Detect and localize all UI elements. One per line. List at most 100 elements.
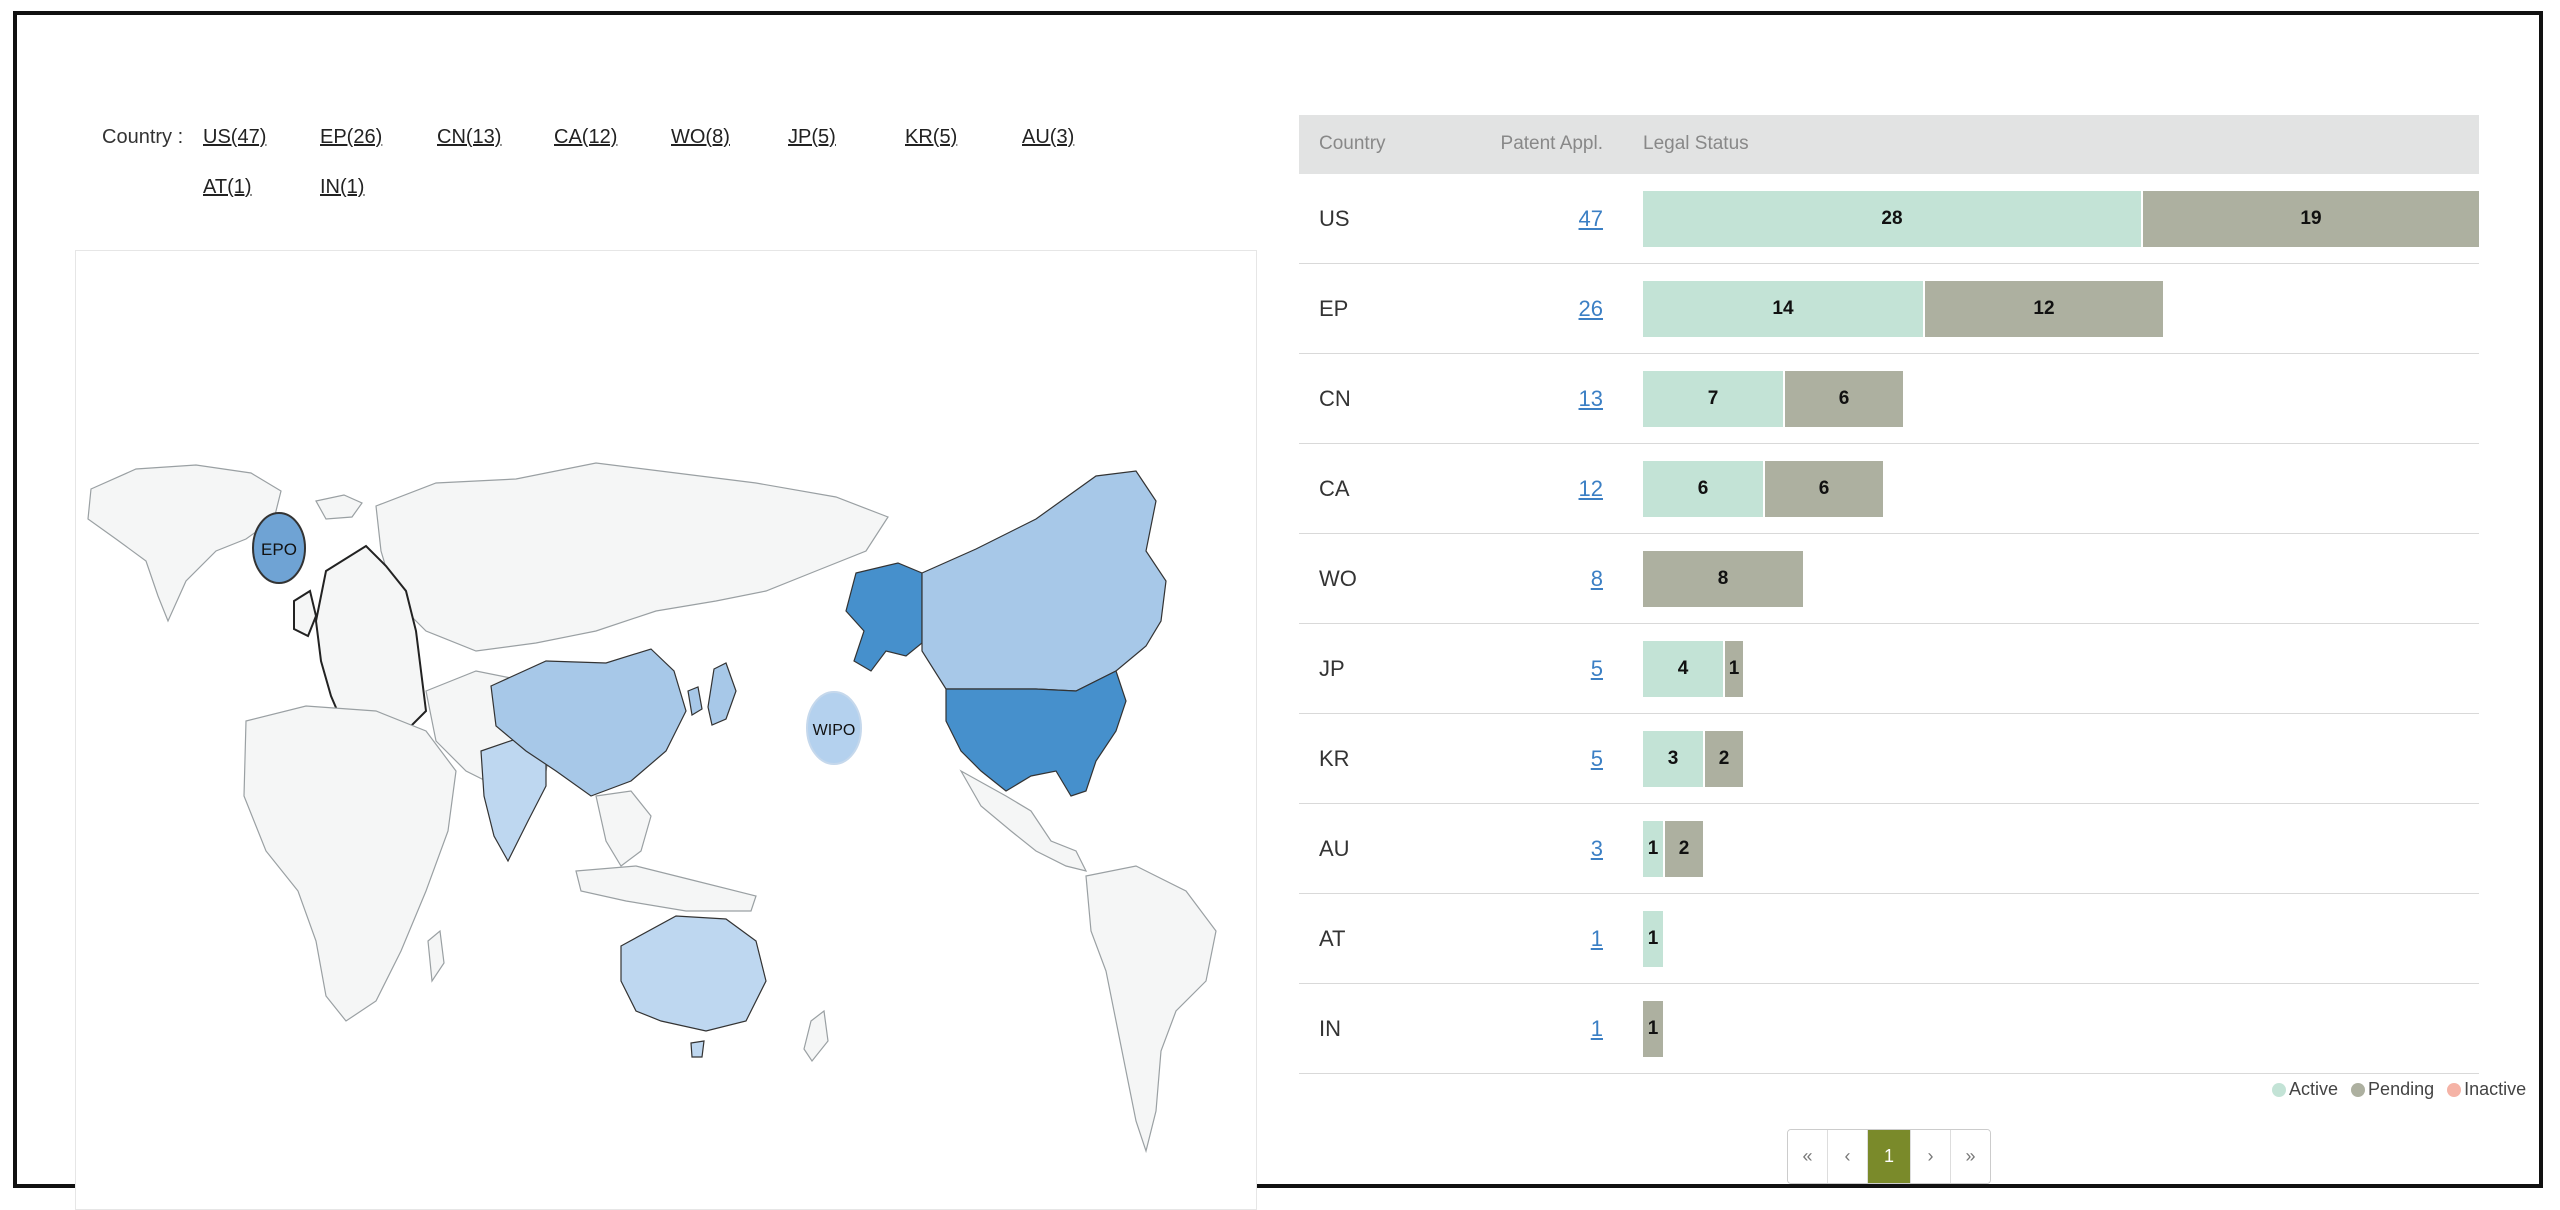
map-china[interactable] — [490, 648, 687, 797]
epo-bubble-label: EPO — [261, 540, 297, 559]
pagination-prev-button[interactable]: ‹ — [1828, 1130, 1868, 1183]
legend-item-active[interactable]: Active — [2272, 1079, 2338, 1099]
pagination-next-button[interactable]: › — [1911, 1130, 1951, 1183]
table-row: AT 1 1 — [1299, 893, 2479, 984]
bar-segment-pending[interactable]: 1 — [1643, 1000, 1663, 1057]
bar-segment-active[interactable]: 1 — [1643, 910, 1663, 967]
column-header-country: Country — [1299, 115, 1473, 174]
table-row: KR 5 3 2 — [1299, 713, 2479, 804]
status-bar: 28 19 — [1643, 190, 2479, 247]
patent-count-link[interactable]: 1 — [1590, 925, 1603, 951]
country-link-at[interactable]: AT(1) — [203, 176, 252, 198]
legend-dot-inactive — [2447, 1083, 2462, 1097]
map-indonesia[interactable] — [575, 865, 757, 912]
row-patent-appl: 1 — [1473, 893, 1643, 984]
country-link-in[interactable]: IN(1) — [320, 176, 365, 198]
bar-segment-active[interactable]: 1 — [1643, 820, 1663, 877]
bar-segment-pending[interactable]: 6 — [1763, 460, 1883, 517]
map-iceland[interactable] — [315, 494, 363, 520]
patent-count-link[interactable]: 47 — [1578, 205, 1603, 231]
map-greenland[interactable] — [87, 464, 282, 623]
map-japan[interactable] — [707, 662, 737, 726]
row-country: KR — [1299, 713, 1473, 804]
bar-segment-active[interactable]: 4 — [1643, 640, 1723, 697]
pagination: « ‹ 1 › » — [1787, 1129, 1991, 1184]
row-country: IN — [1299, 983, 1473, 1074]
patent-count-link[interactable]: 5 — [1590, 745, 1603, 771]
wipo-bubble[interactable] — [806, 691, 862, 765]
country-link-ep[interactable]: EP(26) — [320, 126, 383, 148]
patent-count-link[interactable]: 3 — [1590, 835, 1603, 861]
bar-segment-pending[interactable]: 19 — [2140, 190, 2479, 247]
status-bar: 14 12 — [1643, 280, 2479, 337]
map-australia[interactable] — [620, 915, 767, 1032]
map-russia[interactable] — [375, 462, 889, 652]
patent-count-link[interactable]: 12 — [1578, 475, 1603, 501]
bar-segment-pending[interactable]: 1 — [1723, 640, 1743, 697]
bar-segment-active[interactable]: 14 — [1643, 280, 1923, 337]
table-row: CA 12 6 6 — [1299, 443, 2479, 534]
bar-segment-pending[interactable]: 8 — [1643, 550, 1803, 607]
patent-count-link[interactable]: 13 — [1578, 385, 1603, 411]
map-usa[interactable] — [945, 670, 1127, 797]
row-patent-appl: 8 — [1473, 533, 1643, 624]
chart-legend: Active Pending Inactive — [2272, 1079, 2534, 1100]
country-link-wo[interactable]: WO(8) — [671, 126, 730, 148]
bar-segment-pending[interactable]: 12 — [1923, 280, 2163, 337]
patent-count-link[interactable]: 8 — [1590, 565, 1603, 591]
map-uk[interactable] — [293, 589, 318, 638]
wipo-bubble-label: WIPO — [813, 722, 856, 739]
table-row: IN 1 1 — [1299, 983, 2479, 1074]
legend-item-inactive[interactable]: Inactive — [2447, 1079, 2526, 1099]
pagination-last-button[interactable]: » — [1951, 1130, 1990, 1183]
bar-segment-active[interactable]: 3 — [1643, 730, 1703, 787]
map-africa[interactable] — [243, 705, 457, 1022]
patent-count-link[interactable]: 26 — [1578, 295, 1603, 321]
row-patent-appl: 5 — [1473, 623, 1643, 714]
map-canada[interactable] — [921, 470, 1167, 692]
country-link-ca[interactable]: CA(12) — [554, 126, 618, 148]
map-south-america[interactable] — [1085, 865, 1217, 1154]
map-alaska[interactable] — [845, 562, 923, 672]
bar-segment-active[interactable]: 7 — [1643, 370, 1783, 427]
map-mexico[interactable] — [959, 769, 1088, 872]
row-legal-status: 28 19 — [1643, 173, 2479, 264]
table-row: US 47 28 19 — [1299, 173, 2479, 264]
pagination-first-button[interactable]: « — [1788, 1130, 1828, 1183]
bar-segment-pending[interactable]: 2 — [1663, 820, 1703, 877]
legend-label-inactive: Inactive — [2464, 1079, 2527, 1099]
bar-segment-pending[interactable]: 6 — [1783, 370, 1903, 427]
country-link-cn[interactable]: CN(13) — [437, 126, 502, 148]
patent-count-link[interactable]: 5 — [1590, 655, 1603, 681]
bar-segment-pending[interactable]: 2 — [1703, 730, 1743, 787]
map-europe[interactable] — [314, 544, 428, 743]
country-link-kr[interactable]: KR(5) — [905, 126, 958, 148]
map-korea[interactable] — [687, 686, 703, 716]
row-legal-status: 14 12 — [1643, 263, 2479, 354]
row-patent-appl: 26 — [1473, 263, 1643, 354]
bar-segment-active[interactable]: 28 — [1643, 190, 2141, 247]
map-new-zealand[interactable] — [803, 1009, 829, 1063]
patent-count-link[interactable]: 1 — [1590, 1015, 1603, 1041]
legend-item-pending[interactable]: Pending — [2351, 1079, 2434, 1099]
country-link-au[interactable]: AU(3) — [1022, 126, 1075, 148]
map-se-asia[interactable] — [595, 790, 652, 867]
country-link-jp[interactable]: JP(5) — [788, 126, 836, 148]
row-legal-status: 8 — [1643, 533, 2479, 624]
legend-label-pending: Pending — [2368, 1079, 2435, 1099]
epo-bubble[interactable] — [252, 512, 306, 584]
map-tasmania[interactable] — [690, 1040, 705, 1058]
bar-segment-active[interactable]: 6 — [1643, 460, 1763, 517]
country-filter-label: Country : — [102, 126, 184, 148]
row-patent-appl: 47 — [1473, 173, 1643, 264]
row-country: AU — [1299, 803, 1473, 894]
country-link-us[interactable]: US(47) — [203, 126, 267, 148]
map-madagascar[interactable] — [427, 929, 445, 983]
pagination-page-1[interactable]: 1 — [1868, 1130, 1911, 1183]
world-map[interactable]: EPO WIPO — [76, 251, 1256, 1209]
